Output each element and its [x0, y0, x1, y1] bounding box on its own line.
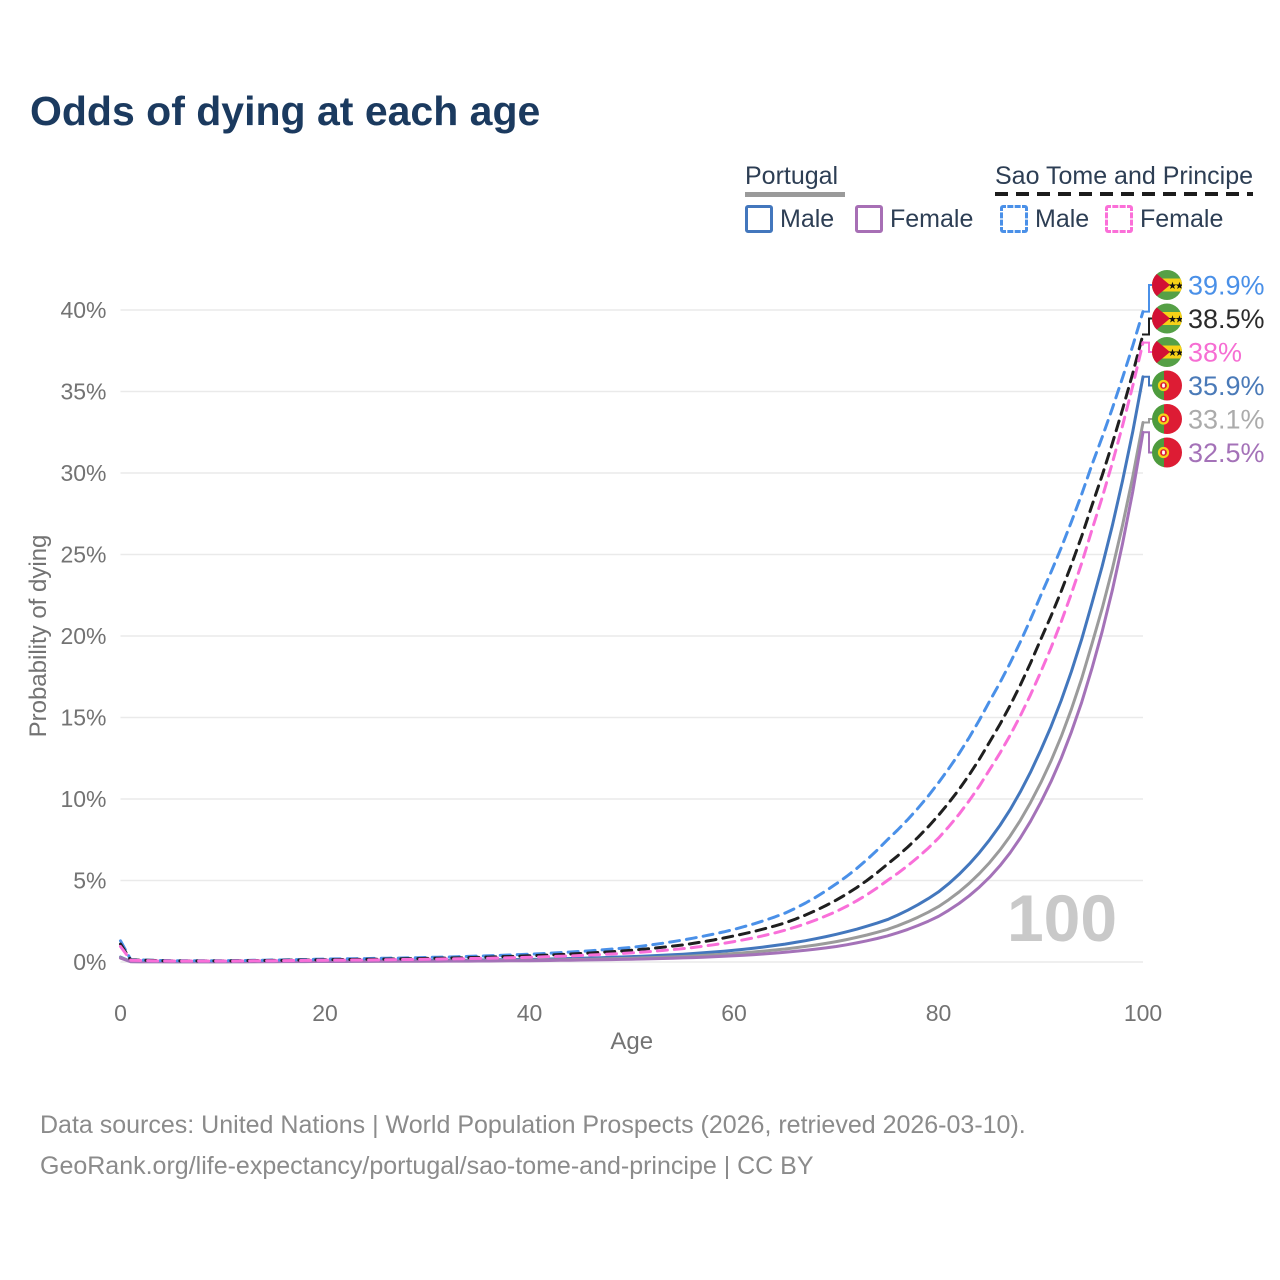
- end-value-label-sao-tome-and-principe-female: 38%: [1188, 338, 1242, 368]
- legend-item-label: Male: [1035, 204, 1090, 233]
- legend-country-sao-tome-and-principe: Sao Tome and Principe: [995, 162, 1254, 190]
- y-tick-label: 0%: [73, 949, 106, 975]
- x-tick-label: 60: [721, 1000, 747, 1026]
- footer: Data sources: United Nations | World Pop…: [40, 1105, 1026, 1187]
- sao-tome-flag-icon: [1152, 304, 1184, 334]
- end-label-connector: [1142, 375, 1154, 387]
- page-title: Odds of dying at each age: [30, 88, 541, 134]
- y-tick-label: 5%: [73, 868, 106, 894]
- age-watermark-layer: 100: [1007, 881, 1117, 955]
- age-watermark: 100: [1007, 881, 1117, 955]
- end-value-label-sao-tome-and-principe-male: 39.9%: [1188, 271, 1265, 301]
- end-value-label-portugal-female: 32.5%: [1188, 438, 1265, 468]
- x-tick-label: 80: [926, 1000, 952, 1026]
- legend-item-label: Female: [890, 204, 974, 233]
- y-tick-label: 15%: [60, 705, 106, 731]
- legend-underline-sao-tome-dashed-line: [995, 192, 1253, 196]
- series-line-portugal-male[interactable]: [119, 375, 1145, 964]
- y-tick-label: 40%: [60, 297, 106, 323]
- end-value-label-portugal-male: 35.9%: [1188, 371, 1265, 401]
- end-value-label-portugal-both-sexes: 33.1%: [1188, 405, 1265, 435]
- end-label-connector: [1142, 284, 1154, 313]
- legend-item-label: Male: [780, 204, 835, 233]
- legend-item-sao-tome-female[interactable]: Female: [1105, 204, 1223, 234]
- y-tick-label: 10%: [60, 786, 106, 812]
- portugal-flag-icon: [1152, 371, 1182, 401]
- y-tick-label: 20%: [60, 623, 106, 649]
- series-line-sao-tome-and-principe-male[interactable]: [119, 310, 1145, 963]
- series-lines: [119, 310, 1145, 964]
- x-tick-label: 20: [312, 1000, 338, 1026]
- legend-item-label: Female: [1140, 204, 1224, 233]
- legend-item-portugal-female[interactable]: Female: [855, 204, 973, 234]
- axis-labels: 0% 5% 10% 15% 20% 25% 30% 35% 40% 0 20 40 60 80 100 Age…: [25, 297, 1162, 1055]
- y-tick-label: 25%: [60, 542, 106, 568]
- legend-item-portugal-male[interactable]: Male: [745, 204, 834, 234]
- portugal-flag-icon: [1152, 404, 1182, 434]
- x-tick-label: 0: [114, 1000, 127, 1026]
- end-label-connector: [1142, 317, 1154, 336]
- attribution-line: GeoRank.org/life-expectancy/portugal/sao…: [40, 1152, 814, 1180]
- sao-tome-flag-icon: [1152, 270, 1184, 300]
- end-value-annotations: 39.9%38.5% 38%35.9% 33.1%32.5%: [1142, 270, 1265, 468]
- legend-underline-portugal-solid-line: [745, 192, 845, 197]
- end-label-connector: [1142, 341, 1154, 353]
- portugal-flag-icon: [1152, 438, 1182, 468]
- x-tick-label: 100: [1124, 1000, 1162, 1026]
- checkbox-icon[interactable]: [1105, 205, 1133, 233]
- legend-item-sao-tome-male[interactable]: Male: [1000, 204, 1089, 234]
- series-line-sao-tome-and-principe-female[interactable]: [119, 341, 1145, 963]
- end-label-connector: [1142, 418, 1154, 424]
- y-axis-title: Probability of dying: [25, 535, 52, 738]
- checkbox-icon[interactable]: [1000, 205, 1028, 233]
- x-tick-label: 40: [517, 1000, 543, 1026]
- data-source-line: Data sources: United Nations | World Pop…: [40, 1111, 1026, 1139]
- series-line-portugal-female[interactable]: [119, 430, 1145, 964]
- end-value-label-sao-tome-and-principe-both-sexes: 38.5%: [1188, 304, 1265, 334]
- legend-country-portugal: Portugal: [745, 162, 839, 190]
- checkbox-icon[interactable]: [855, 205, 883, 233]
- y-tick-label: 30%: [60, 460, 106, 486]
- sao-tome-flag-icon: [1152, 337, 1184, 367]
- x-axis-title: Age: [610, 1028, 653, 1055]
- y-tick-label: 35%: [60, 379, 106, 405]
- end-label-connector: [1142, 431, 1154, 454]
- checkbox-icon[interactable]: [745, 205, 773, 233]
- series-line-sao-tome-and-principe-both-sexes[interactable]: [119, 333, 1145, 963]
